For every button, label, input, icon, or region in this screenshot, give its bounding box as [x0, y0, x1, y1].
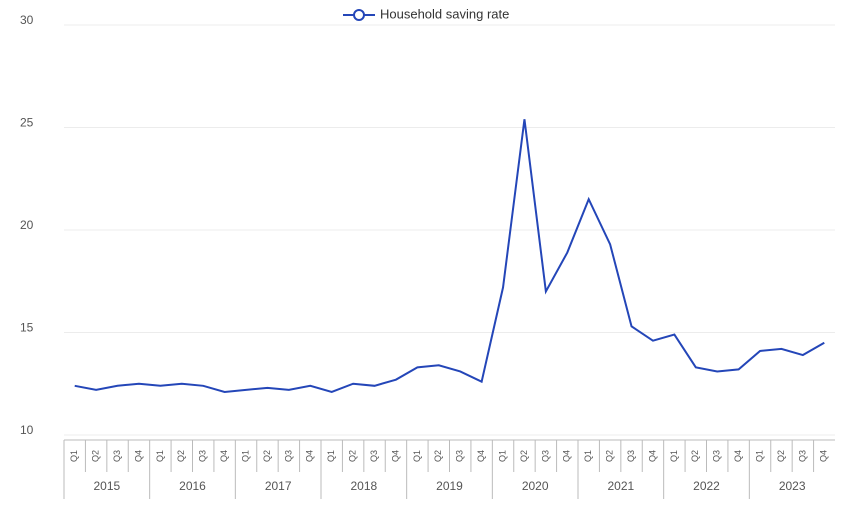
y-tick-label: 10 [20, 423, 34, 437]
x-tick-label: Q4 [819, 450, 829, 462]
x-tick-label: Q2 [690, 450, 700, 462]
x-tick-label: Q3 [455, 450, 465, 462]
x-tick-label: Q2 [348, 450, 358, 462]
x-tick-label: Q1 [754, 450, 764, 462]
x-tick-label: Q2 [605, 450, 615, 462]
x-tick-label: Q3 [112, 450, 122, 462]
year-label: 2021 [607, 479, 634, 493]
y-tick-label: 15 [20, 321, 34, 335]
x-tick-label: Q1 [669, 450, 679, 462]
year-label: 2019 [436, 479, 463, 493]
x-tick-label: Q4 [305, 450, 315, 462]
x-tick-label: Q2 [519, 450, 529, 462]
x-tick-label: Q2 [176, 450, 186, 462]
x-tick-label: Q3 [712, 450, 722, 462]
year-label: 2020 [522, 479, 549, 493]
x-tick-label: Q1 [155, 450, 165, 462]
y-tick-label: 25 [20, 116, 34, 130]
year-label: 2018 [350, 479, 377, 493]
legend-label: Household saving rate [380, 6, 509, 21]
x-tick-label: Q4 [219, 450, 229, 462]
x-tick-label: Q1 [583, 450, 593, 462]
x-tick-label: Q2 [776, 450, 786, 462]
x-tick-label: Q1 [326, 450, 336, 462]
x-tick-label: Q4 [390, 450, 400, 462]
x-tick-label: Q4 [647, 450, 657, 462]
year-label: 2015 [93, 479, 120, 493]
x-tick-label: Q3 [626, 450, 636, 462]
y-tick-label: 20 [20, 218, 34, 232]
x-tick-label: Q1 [69, 450, 79, 462]
x-tick-label: Q3 [797, 450, 807, 462]
x-tick-label: Q3 [369, 450, 379, 462]
year-label: 2022 [693, 479, 720, 493]
x-tick-label: Q1 [497, 450, 507, 462]
x-tick-label: Q2 [262, 450, 272, 462]
x-tick-label: Q1 [240, 450, 250, 462]
year-label: 2016 [179, 479, 206, 493]
x-tick-label: Q4 [733, 450, 743, 462]
year-label: 2023 [779, 479, 806, 493]
x-tick-label: Q3 [540, 450, 550, 462]
y-tick-label: 30 [20, 13, 34, 27]
line-series [74, 119, 825, 394]
year-label: 2017 [265, 479, 292, 493]
x-tick-label: Q4 [476, 450, 486, 462]
x-tick-label: Q3 [283, 450, 293, 462]
x-tick-label: Q3 [198, 450, 208, 462]
x-tick-label: Q1 [412, 450, 422, 462]
x-tick-label: Q4 [133, 450, 143, 462]
legend-marker [353, 9, 365, 21]
x-tick-label: Q2 [433, 450, 443, 462]
x-tick-label: Q4 [562, 450, 572, 462]
x-tick-label: Q2 [91, 450, 101, 462]
